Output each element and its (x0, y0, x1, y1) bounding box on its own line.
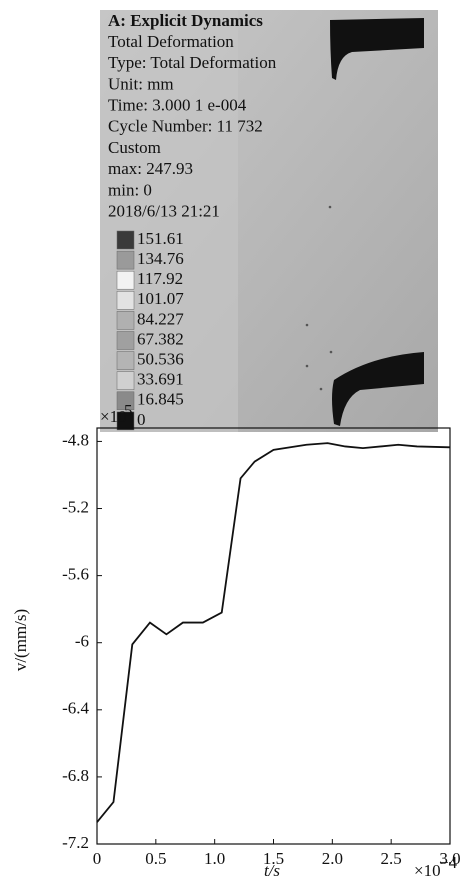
y-tick-label: -6.8 (62, 766, 89, 785)
y-tick-label: -5.2 (62, 497, 89, 516)
legend-swatch (117, 332, 134, 350)
sim-line: Cycle Number: 11 732 (108, 117, 263, 136)
x-axis-label: t/s (264, 861, 280, 876)
sim-line: 2018/6/13 21:21 (108, 202, 220, 221)
x-tick-label: 2.0 (322, 849, 343, 868)
sim-line: Time: 3.000 1 e-004 (108, 96, 247, 115)
legend-label: 33.691 (137, 370, 184, 389)
fragment (330, 351, 333, 354)
figure: A: Explicit Dynamics Total Deformation Ty… (0, 0, 465, 876)
y-tick-label: -4.8 (62, 430, 89, 449)
sim-line: Type: Total Deformation (108, 53, 277, 72)
x-tick-label: 1.0 (204, 849, 225, 868)
x-tick-label: 2.5 (381, 849, 402, 868)
sim-line: min: 0 (108, 180, 152, 199)
fragment (306, 365, 309, 368)
fragment (320, 388, 323, 391)
legend-label: 151.61 (137, 229, 184, 248)
sim-line: max: 247.93 (108, 159, 193, 178)
page: {"simulation": { "title": "A: Explicit D… (0, 0, 465, 876)
legend-swatch (117, 251, 134, 269)
x-tick-label: 0.5 (145, 849, 166, 868)
sim-line: Custom (108, 138, 161, 157)
y-multiplier: ×10 (100, 407, 127, 426)
legend-swatch (117, 291, 134, 309)
legend-swatch (117, 271, 134, 289)
y-axis-label: v/(mm/s) (11, 609, 30, 671)
sim-title: A: Explicit Dynamics (108, 11, 263, 30)
legend-label: 0 (137, 410, 146, 429)
legend-swatch (117, 311, 134, 329)
sim-line: Unit: mm (108, 74, 174, 93)
y-tick-label: -6.4 (62, 699, 89, 718)
x-multiplier: ×10 (414, 861, 441, 876)
legend-label: 134.76 (137, 249, 184, 268)
legend-label: 117.92 (137, 269, 183, 288)
legend-label: 16.845 (137, 390, 184, 409)
plot-frame (97, 428, 450, 844)
sim-line: Total Deformation (108, 32, 234, 51)
legend-swatch (117, 231, 134, 249)
fragment (329, 206, 332, 209)
legend-label: 67.382 (137, 329, 184, 348)
y-exponent: 5 (124, 401, 133, 420)
legend-label: 84.227 (137, 309, 184, 328)
legend-label: 50.536 (137, 350, 184, 369)
y-tick-label: -5.6 (62, 565, 89, 584)
data-line (97, 443, 450, 822)
fragment (306, 324, 309, 327)
y-tick-label: -7.2 (62, 833, 89, 852)
x-tick-label: 0 (93, 849, 102, 868)
legend-swatch (117, 352, 134, 370)
legend-swatch (117, 372, 134, 390)
y-tick-label: -6 (75, 632, 89, 651)
x-exponent: −4 (439, 853, 458, 872)
legend-label: 101.07 (137, 289, 184, 308)
